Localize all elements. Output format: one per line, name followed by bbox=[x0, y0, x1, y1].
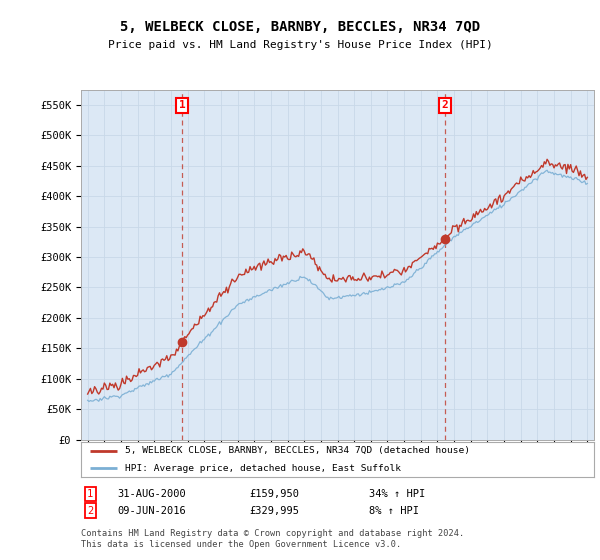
Text: 1: 1 bbox=[87, 489, 93, 499]
Text: 31-AUG-2000: 31-AUG-2000 bbox=[117, 489, 186, 499]
Text: 5, WELBECK CLOSE, BARNBY, BECCLES, NR34 7QD: 5, WELBECK CLOSE, BARNBY, BECCLES, NR34 … bbox=[120, 20, 480, 34]
Text: Contains HM Land Registry data © Crown copyright and database right 2024.
This d: Contains HM Land Registry data © Crown c… bbox=[81, 529, 464, 549]
Text: 1: 1 bbox=[179, 100, 185, 110]
Text: 2: 2 bbox=[442, 100, 448, 110]
Text: 8% ↑ HPI: 8% ↑ HPI bbox=[369, 506, 419, 516]
Text: HPI: Average price, detached house, East Suffolk: HPI: Average price, detached house, East… bbox=[125, 464, 401, 473]
Text: 09-JUN-2016: 09-JUN-2016 bbox=[117, 506, 186, 516]
Text: 5, WELBECK CLOSE, BARNBY, BECCLES, NR34 7QD (detached house): 5, WELBECK CLOSE, BARNBY, BECCLES, NR34 … bbox=[125, 446, 470, 455]
Text: 34% ↑ HPI: 34% ↑ HPI bbox=[369, 489, 425, 499]
Text: £159,950: £159,950 bbox=[249, 489, 299, 499]
Text: £329,995: £329,995 bbox=[249, 506, 299, 516]
Text: 2: 2 bbox=[87, 506, 93, 516]
Text: Price paid vs. HM Land Registry's House Price Index (HPI): Price paid vs. HM Land Registry's House … bbox=[107, 40, 493, 50]
